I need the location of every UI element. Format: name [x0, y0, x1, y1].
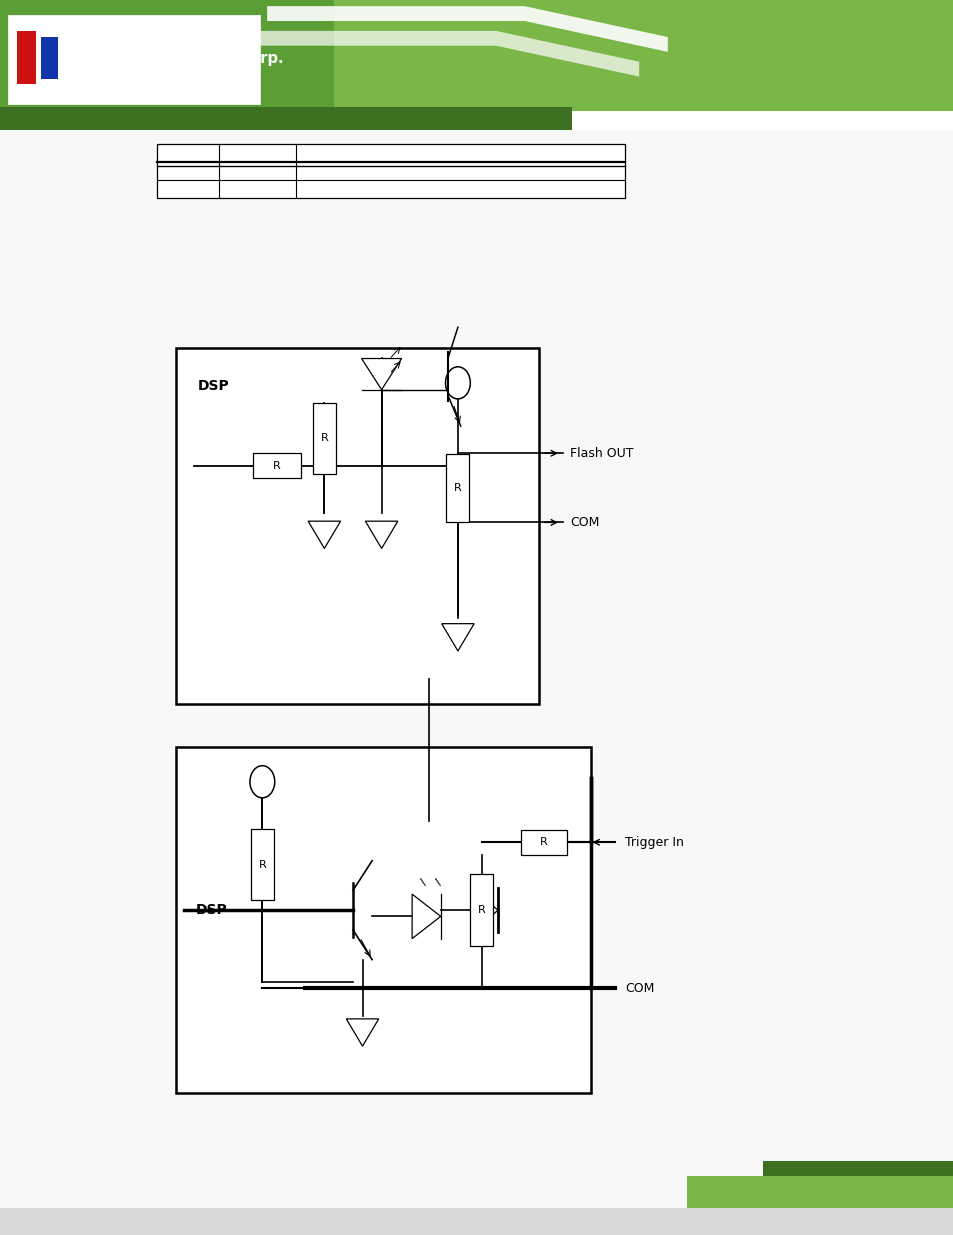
Polygon shape — [365, 521, 397, 548]
Polygon shape — [238, 31, 639, 77]
Polygon shape — [346, 1019, 378, 1046]
Text: Integration Corp.: Integration Corp. — [141, 51, 284, 65]
Text: DSP: DSP — [195, 903, 227, 918]
Text: R: R — [454, 483, 461, 493]
Bar — [0, 0, 953, 111]
Text: R: R — [320, 433, 328, 443]
Bar — [446, 453, 469, 522]
Bar — [253, 453, 300, 478]
Bar — [17, 31, 36, 84]
Polygon shape — [472, 888, 497, 932]
Bar — [0, 1208, 953, 1235]
Bar — [157, 144, 624, 198]
Text: /: / — [419, 877, 429, 887]
Bar — [470, 874, 493, 946]
Bar — [0, 107, 572, 130]
Bar — [251, 829, 274, 900]
Polygon shape — [267, 6, 667, 52]
Text: R: R — [273, 461, 280, 471]
Bar — [41, 37, 58, 79]
Text: R: R — [539, 837, 547, 847]
Bar — [762, 1161, 953, 1176]
Text: COM: COM — [570, 516, 599, 529]
Bar — [176, 348, 538, 704]
Bar — [8, 15, 260, 104]
Bar — [0, 130, 953, 1235]
Bar — [520, 830, 566, 855]
Circle shape — [250, 766, 274, 798]
Circle shape — [445, 367, 470, 399]
Bar — [313, 403, 335, 474]
Text: iEi: iEi — [62, 43, 104, 73]
Polygon shape — [361, 358, 401, 389]
Text: Flash OUT: Flash OUT — [570, 447, 634, 459]
Text: Trigger In: Trigger In — [624, 836, 683, 848]
Text: R: R — [258, 860, 266, 869]
Polygon shape — [308, 521, 340, 548]
Text: R: R — [477, 905, 485, 915]
Bar — [0, 107, 334, 114]
Text: COM: COM — [624, 982, 654, 994]
Bar — [686, 1176, 953, 1235]
Polygon shape — [412, 894, 440, 939]
Polygon shape — [441, 624, 474, 651]
Text: DSP: DSP — [197, 379, 229, 393]
Text: /: / — [434, 877, 443, 887]
Bar — [334, 0, 953, 111]
Bar — [176, 747, 591, 1093]
